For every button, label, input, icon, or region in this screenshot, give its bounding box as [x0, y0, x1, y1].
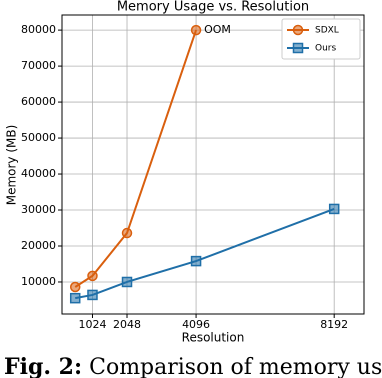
y-tick-label: 30000	[21, 203, 56, 216]
line	[74, 29, 198, 288]
point	[69, 281, 81, 293]
plot-frame	[61, 14, 365, 315]
point	[328, 203, 340, 215]
y-tick-label: 60000	[21, 95, 56, 108]
x-tick-label: 8192	[320, 318, 348, 331]
y-tick-label: 70000	[21, 59, 56, 72]
caption-text: Comparison of memory us-	[89, 355, 382, 378]
point	[190, 24, 202, 36]
x-tick-label: 1024	[78, 318, 106, 331]
legend-marker	[292, 42, 304, 54]
annotation: OOM	[204, 23, 231, 36]
y-tick-label: 80000	[21, 23, 56, 36]
point	[121, 276, 133, 288]
caption-label: Fig. 2:	[4, 354, 82, 378]
caption: Fig. 2: Comparison of memory us-	[4, 354, 382, 378]
line	[75, 208, 335, 300]
x-axis-label: Resolution	[182, 331, 245, 345]
point	[69, 292, 81, 304]
point	[121, 227, 133, 239]
chart-title: Memory Usage vs. Resolution	[117, 0, 309, 15]
y-tick-label: 20000	[21, 239, 56, 252]
x-tick-label: 2048	[113, 318, 141, 331]
point	[87, 270, 98, 282]
y-tick-label: 50000	[21, 131, 56, 144]
point	[87, 289, 98, 301]
x-tick-label: 4096	[182, 318, 210, 331]
legend-label: Ours	[315, 44, 336, 54]
point	[190, 255, 202, 267]
y-tick-label: 10000	[21, 275, 56, 288]
legend-marker	[292, 24, 304, 36]
y-tick-label: 40000	[21, 167, 56, 180]
y-axis-label: Memory (MB)	[5, 125, 19, 206]
legend-label: SDXL	[315, 26, 339, 36]
